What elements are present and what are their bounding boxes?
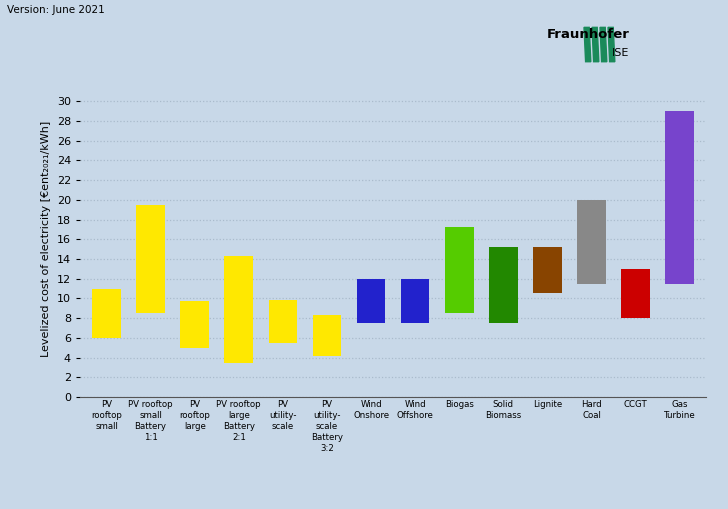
Bar: [621, 269, 650, 318]
Bar: [312, 315, 341, 356]
Text: ISE: ISE: [612, 48, 630, 59]
Bar: [577, 200, 606, 284]
Bar: [357, 279, 385, 323]
Bar: [136, 205, 165, 313]
Text: Fraunhofer: Fraunhofer: [547, 28, 630, 41]
Text: Version: June 2021: Version: June 2021: [7, 5, 105, 15]
Bar: [665, 111, 694, 284]
Bar: [401, 279, 430, 323]
Bar: [533, 247, 562, 294]
Bar: [445, 228, 474, 313]
Polygon shape: [584, 27, 591, 62]
Polygon shape: [592, 27, 599, 62]
Bar: [92, 289, 121, 338]
Polygon shape: [608, 27, 615, 62]
Bar: [224, 256, 253, 362]
Bar: [489, 247, 518, 323]
Bar: [269, 300, 297, 343]
Polygon shape: [600, 27, 607, 62]
Bar: [181, 301, 209, 348]
Y-axis label: Levelized cost of electricity [€ent₂₀₂₁/kWh]: Levelized cost of electricity [€ent₂₀₂₁/…: [41, 121, 51, 357]
